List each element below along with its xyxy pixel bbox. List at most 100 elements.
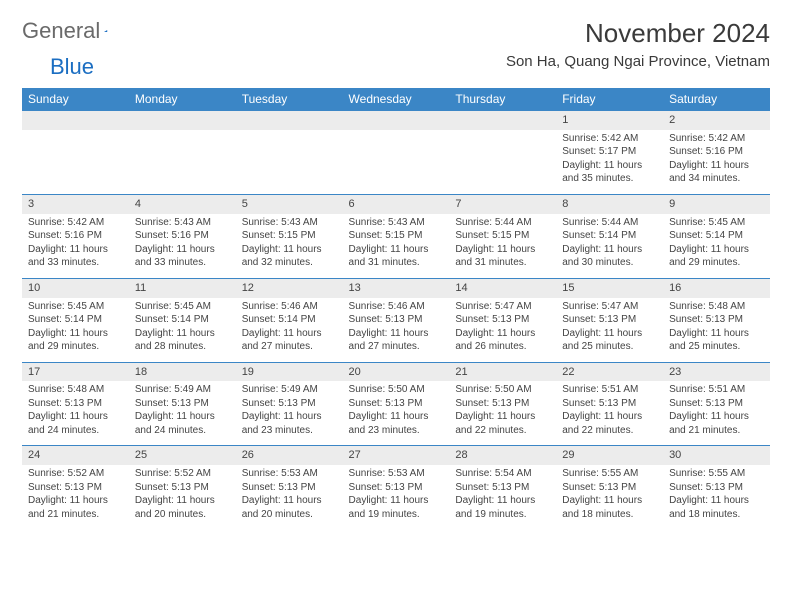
day-body — [22, 130, 129, 190]
sunset-text: Sunset: 5:13 PM — [669, 313, 764, 327]
day-body: Sunrise: 5:44 AMSunset: 5:14 PMDaylight:… — [556, 214, 663, 278]
day-cell: 16Sunrise: 5:48 AMSunset: 5:13 PMDayligh… — [663, 278, 770, 362]
day-number — [236, 111, 343, 130]
daylight-text: Daylight: 11 hours and 21 minutes. — [669, 410, 764, 437]
sunset-text: Sunset: 5:13 PM — [349, 313, 444, 327]
title-block: November 2024 Son Ha, Quang Ngai Provinc… — [506, 18, 770, 70]
day-number: 11 — [129, 279, 236, 298]
sunset-text: Sunset: 5:13 PM — [28, 481, 123, 495]
day-body: Sunrise: 5:51 AMSunset: 5:13 PMDaylight:… — [556, 381, 663, 445]
sunset-text: Sunset: 5:13 PM — [349, 397, 444, 411]
day-cell — [129, 111, 236, 195]
sunset-text: Sunset: 5:15 PM — [455, 229, 550, 243]
sunrise-text: Sunrise: 5:44 AM — [455, 216, 550, 230]
day-cell: 26Sunrise: 5:53 AMSunset: 5:13 PMDayligh… — [236, 446, 343, 529]
day-cell: 8Sunrise: 5:44 AMSunset: 5:14 PMDaylight… — [556, 194, 663, 278]
day-body: Sunrise: 5:45 AMSunset: 5:14 PMDaylight:… — [22, 298, 129, 362]
day-body: Sunrise: 5:48 AMSunset: 5:13 PMDaylight:… — [22, 381, 129, 445]
sunrise-text: Sunrise: 5:46 AM — [349, 300, 444, 314]
day-number: 27 — [343, 446, 450, 465]
sunset-text: Sunset: 5:17 PM — [562, 145, 657, 159]
sunrise-text: Sunrise: 5:51 AM — [562, 383, 657, 397]
sunset-text: Sunset: 5:13 PM — [28, 397, 123, 411]
day-number: 24 — [22, 446, 129, 465]
day-body: Sunrise: 5:53 AMSunset: 5:13 PMDaylight:… — [343, 465, 450, 529]
day-number — [343, 111, 450, 130]
day-number: 17 — [22, 363, 129, 382]
day-cell: 24Sunrise: 5:52 AMSunset: 5:13 PMDayligh… — [22, 446, 129, 529]
sunset-text: Sunset: 5:13 PM — [669, 397, 764, 411]
sunset-text: Sunset: 5:16 PM — [28, 229, 123, 243]
sunrise-text: Sunrise: 5:55 AM — [562, 467, 657, 481]
sunrise-text: Sunrise: 5:53 AM — [242, 467, 337, 481]
day-cell: 4Sunrise: 5:43 AMSunset: 5:16 PMDaylight… — [129, 194, 236, 278]
daylight-text: Daylight: 11 hours and 18 minutes. — [669, 494, 764, 521]
day-number: 3 — [22, 195, 129, 214]
day-number — [449, 111, 556, 130]
daylight-text: Daylight: 11 hours and 19 minutes. — [349, 494, 444, 521]
day-cell: 13Sunrise: 5:46 AMSunset: 5:13 PMDayligh… — [343, 278, 450, 362]
day-cell: 23Sunrise: 5:51 AMSunset: 5:13 PMDayligh… — [663, 362, 770, 446]
sunrise-text: Sunrise: 5:52 AM — [135, 467, 230, 481]
day-number: 29 — [556, 446, 663, 465]
sunrise-text: Sunrise: 5:48 AM — [669, 300, 764, 314]
sunrise-text: Sunrise: 5:47 AM — [562, 300, 657, 314]
day-body: Sunrise: 5:55 AMSunset: 5:13 PMDaylight:… — [663, 465, 770, 529]
daylight-text: Daylight: 11 hours and 30 minutes. — [562, 243, 657, 270]
day-number: 15 — [556, 279, 663, 298]
sunset-text: Sunset: 5:14 PM — [242, 313, 337, 327]
sunset-text: Sunset: 5:13 PM — [455, 481, 550, 495]
sunset-text: Sunset: 5:14 PM — [562, 229, 657, 243]
month-title: November 2024 — [506, 18, 770, 49]
daylight-text: Daylight: 11 hours and 34 minutes. — [669, 159, 764, 186]
day-number: 12 — [236, 279, 343, 298]
day-number: 7 — [449, 195, 556, 214]
sunset-text: Sunset: 5:13 PM — [135, 481, 230, 495]
sunset-text: Sunset: 5:15 PM — [349, 229, 444, 243]
daylight-text: Daylight: 11 hours and 26 minutes. — [455, 327, 550, 354]
day-body: Sunrise: 5:43 AMSunset: 5:15 PMDaylight:… — [343, 214, 450, 278]
day-body: Sunrise: 5:43 AMSunset: 5:15 PMDaylight:… — [236, 214, 343, 278]
sunrise-text: Sunrise: 5:45 AM — [669, 216, 764, 230]
sunset-text: Sunset: 5:13 PM — [135, 397, 230, 411]
sunrise-text: Sunrise: 5:42 AM — [28, 216, 123, 230]
sunrise-text: Sunrise: 5:50 AM — [455, 383, 550, 397]
day-number: 1 — [556, 111, 663, 130]
sunrise-text: Sunrise: 5:54 AM — [455, 467, 550, 481]
day-number: 22 — [556, 363, 663, 382]
sunset-text: Sunset: 5:13 PM — [455, 313, 550, 327]
week-row: 3Sunrise: 5:42 AMSunset: 5:16 PMDaylight… — [22, 194, 770, 278]
day-number: 2 — [663, 111, 770, 130]
day-body: Sunrise: 5:46 AMSunset: 5:13 PMDaylight:… — [343, 298, 450, 362]
sunset-text: Sunset: 5:13 PM — [562, 481, 657, 495]
daylight-text: Daylight: 11 hours and 29 minutes. — [669, 243, 764, 270]
calendar-body: 1 Sunrise: 5:42 AM Sunset: 5:17 PM Daylight… — [22, 111, 770, 530]
daylight-text: Daylight: 11 hours and 31 minutes. — [455, 243, 550, 270]
brand-part2: Blue — [50, 54, 94, 80]
day-body: Sunrise: 5:47 AMSunset: 5:13 PMDaylight:… — [556, 298, 663, 362]
week-row: 17Sunrise: 5:48 AMSunset: 5:13 PMDayligh… — [22, 362, 770, 446]
sunrise-text: Sunrise: 5:45 AM — [135, 300, 230, 314]
brand-logo: General — [22, 18, 126, 44]
sunset-text: Sunset: 5:13 PM — [242, 397, 337, 411]
day-cell: 22Sunrise: 5:51 AMSunset: 5:13 PMDayligh… — [556, 362, 663, 446]
sunrise-text: Sunrise: 5:50 AM — [349, 383, 444, 397]
daylight-text: Daylight: 11 hours and 27 minutes. — [349, 327, 444, 354]
day-body: Sunrise: 5:46 AMSunset: 5:14 PMDaylight:… — [236, 298, 343, 362]
daylight-text: Daylight: 11 hours and 32 minutes. — [242, 243, 337, 270]
sunset-text: Sunset: 5:16 PM — [135, 229, 230, 243]
day-body: Sunrise: 5:55 AMSunset: 5:13 PMDaylight:… — [556, 465, 663, 529]
day-body: Sunrise: 5:44 AMSunset: 5:15 PMDaylight:… — [449, 214, 556, 278]
day-cell — [236, 111, 343, 195]
day-number: 18 — [129, 363, 236, 382]
sunrise-text: Sunrise: 5:53 AM — [349, 467, 444, 481]
day-number: 9 — [663, 195, 770, 214]
day-number: 19 — [236, 363, 343, 382]
daylight-text: Daylight: 11 hours and 19 minutes. — [455, 494, 550, 521]
day-cell: 7Sunrise: 5:44 AMSunset: 5:15 PMDaylight… — [449, 194, 556, 278]
day-cell: 27Sunrise: 5:53 AMSunset: 5:13 PMDayligh… — [343, 446, 450, 529]
day-cell: 28Sunrise: 5:54 AMSunset: 5:13 PMDayligh… — [449, 446, 556, 529]
day-header: Wednesday — [343, 88, 450, 111]
day-body: Sunrise: 5:48 AMSunset: 5:13 PMDaylight:… — [663, 298, 770, 362]
sunset-text: Sunset: 5:13 PM — [242, 481, 337, 495]
